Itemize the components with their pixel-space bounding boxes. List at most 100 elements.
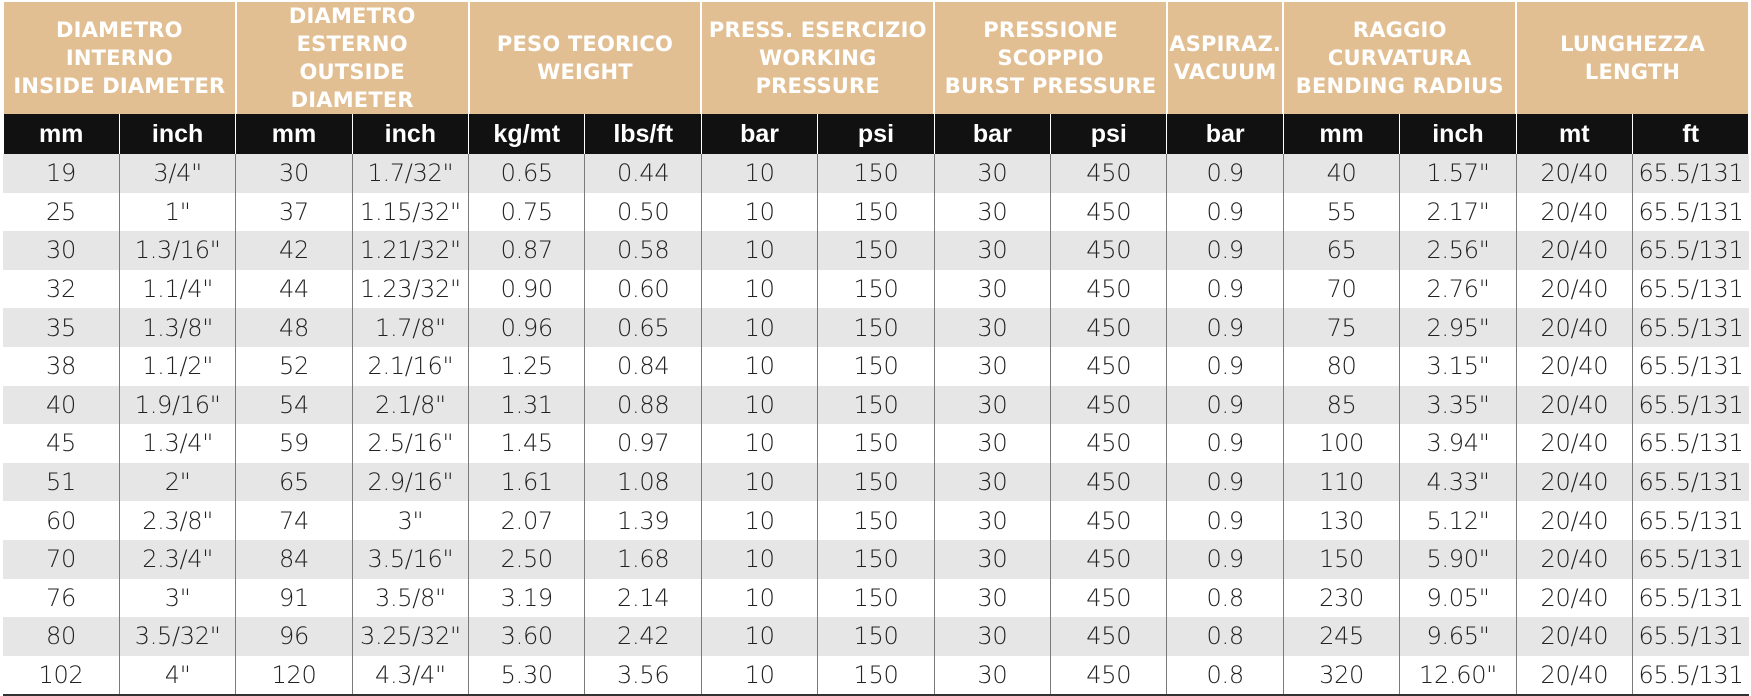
table-cell: 10 bbox=[700, 192, 819, 232]
table-cell: 2.1/8" bbox=[351, 385, 470, 425]
table-cell: 150 bbox=[817, 578, 935, 618]
group-header-line1: PESO TEORICO bbox=[496, 32, 674, 56]
table-row: 51 2" 65 2.9/16" 1.61 1.08 10 150 30 450 0.9 110 4.3… bbox=[3, 462, 1749, 502]
table-cell: 450 bbox=[1050, 424, 1168, 463]
table-cell: 1.7/8" bbox=[351, 308, 470, 347]
table-cell: 30 bbox=[933, 539, 1052, 579]
table-cell: 0.60 bbox=[584, 269, 702, 309]
table-cell: 65.5/131 bbox=[1632, 424, 1749, 463]
table-cell: 3.5/32" bbox=[118, 617, 237, 656]
table-cell: 65.5/131 bbox=[1632, 539, 1749, 579]
table-cell: 30 bbox=[933, 462, 1052, 502]
group-header-weight: PESO TEORICO WEIGHT bbox=[467, 2, 703, 114]
table-cell: 0.65 bbox=[584, 308, 702, 347]
table-cell: 38 bbox=[3, 346, 120, 386]
table-cell: 20/40 bbox=[1515, 192, 1634, 232]
group-header-line1: DIAMETRO INTERNO bbox=[56, 18, 183, 70]
table-cell: 20/40 bbox=[1515, 462, 1634, 502]
unit-header-cell: kg/mt bbox=[468, 114, 586, 154]
table-cell: 40 bbox=[3, 385, 120, 425]
table-cell: 20/40 bbox=[1515, 617, 1634, 656]
group-header-line2: WEIGHT bbox=[537, 60, 633, 84]
unit-header-cell: psi bbox=[1050, 114, 1168, 154]
unit-header-cell: inch bbox=[351, 114, 470, 154]
group-header-line2: VACUUM bbox=[1173, 60, 1277, 84]
unit-header-cell: mm bbox=[1282, 114, 1401, 154]
table-cell: 130 bbox=[1282, 501, 1401, 540]
table-cell: 65.5/131 bbox=[1632, 346, 1749, 386]
group-header-length: LUNGHEZZA LENGTH bbox=[1515, 2, 1750, 114]
table-cell: 84 bbox=[235, 539, 353, 579]
table-cell: 450 bbox=[1050, 231, 1168, 270]
table-cell: 110 bbox=[1282, 462, 1401, 502]
table-cell: 0.97 bbox=[584, 424, 702, 463]
table-cell: 3" bbox=[351, 501, 470, 540]
group-header-line2: BURST PRESSURE bbox=[944, 74, 1157, 98]
table-cell: 1.1/2" bbox=[118, 346, 237, 386]
table-cell: 20/40 bbox=[1515, 269, 1634, 309]
table-cell: 2" bbox=[118, 462, 237, 502]
table-cell: 1.3/16" bbox=[118, 231, 237, 270]
table-cell: 85 bbox=[1282, 385, 1401, 425]
group-header-line1: ASPIRAZ. bbox=[1169, 32, 1282, 56]
table-cell: 59 bbox=[235, 424, 353, 463]
table-cell: 48 bbox=[235, 308, 353, 347]
table-cell: 10 bbox=[700, 346, 819, 386]
table-cell: 3.5/8" bbox=[351, 578, 470, 618]
unit-header-cell: mm bbox=[2, 114, 120, 154]
group-header-outside-diameter: DIAMETRO ESTERNO OUTSIDE DIAMETER bbox=[234, 2, 470, 114]
table-cell: 450 bbox=[1050, 346, 1168, 386]
table-cell: 70 bbox=[1282, 269, 1401, 309]
table-cell: 0.9 bbox=[1166, 539, 1284, 579]
table-cell: 37 bbox=[235, 192, 353, 232]
table-cell: 450 bbox=[1050, 192, 1168, 232]
table-cell: 1.15/32" bbox=[351, 192, 470, 232]
table-row: 76 3" 91 3.5/8" 3.19 2.14 10 150 30 450 0.8 230 9.05… bbox=[3, 578, 1749, 618]
table-cell: 0.50 bbox=[584, 192, 702, 232]
table-cell: 96 bbox=[235, 617, 353, 656]
table-cell: 1.61 bbox=[468, 462, 586, 502]
table-cell: 65.5/131 bbox=[1632, 269, 1749, 309]
table-cell: 2.95" bbox=[1399, 308, 1517, 347]
table-cell: 20/40 bbox=[1515, 539, 1634, 579]
table-cell: 150 bbox=[817, 346, 935, 386]
table-row: 60 2.3/8" 74 3" 2.07 1.39 10 150 30 450 0.9 130 5.12… bbox=[3, 501, 1749, 540]
table-cell: 10 bbox=[700, 231, 819, 270]
table-row: 35 1.3/8" 48 1.7/8" 0.96 0.65 10 150 30 450 0.9 75 2… bbox=[3, 308, 1749, 347]
table-cell: 5.90" bbox=[1399, 539, 1517, 579]
table-cell: 0.9 bbox=[1166, 501, 1284, 540]
table-cell: 20/40 bbox=[1515, 308, 1634, 347]
table-cell: 150 bbox=[817, 539, 935, 579]
table-cell: 0.8 bbox=[1166, 617, 1284, 656]
table-cell: 30 bbox=[933, 617, 1052, 656]
table-cell: 9.65" bbox=[1399, 617, 1517, 656]
table-cell: 450 bbox=[1050, 154, 1168, 193]
table-cell: 52 bbox=[235, 346, 353, 386]
table-cell: 80 bbox=[1282, 346, 1401, 386]
group-header-burst-pressure: PRESSIONE SCOPPIO BURST PRESSURE bbox=[933, 2, 1168, 114]
table-cell: 0.84 bbox=[584, 346, 702, 386]
group-header-bending-radius: RAGGIO CURVATURA BENDING RADIUS bbox=[1282, 2, 1518, 114]
table-cell: 0.9 bbox=[1166, 154, 1284, 193]
table-cell: 0.9 bbox=[1166, 385, 1284, 425]
table-cell: 2.5/16" bbox=[351, 424, 470, 463]
table-cell: 2.1/16" bbox=[351, 346, 470, 386]
group-header-line2: LENGTH bbox=[1584, 60, 1681, 84]
table-cell: 230 bbox=[1282, 578, 1401, 618]
group-header-working-pressure: PRESS. ESERCIZIO WORKING PRESSURE bbox=[700, 2, 936, 114]
table-cell: 19 bbox=[3, 154, 120, 193]
table-cell: 450 bbox=[1050, 617, 1168, 656]
table-cell: 2.42 bbox=[584, 617, 702, 656]
unit-header-cell: inch bbox=[118, 114, 237, 154]
table-cell: 30 bbox=[933, 385, 1052, 425]
unit-header-cell: ft bbox=[1632, 114, 1750, 154]
table-cell: 42 bbox=[235, 231, 353, 270]
table-cell: 1.9/16" bbox=[118, 385, 237, 425]
group-header-line2: INSIDE DIAMETER bbox=[13, 74, 226, 98]
table-cell: 3/4" bbox=[118, 154, 237, 193]
unit-header-row: mm inch mm inch kg/mt lbs/ft bar psi bar psi bar mm… bbox=[2, 114, 1750, 154]
unit-header-cell: lbs/ft bbox=[584, 114, 702, 154]
table-cell: 65.5/131 bbox=[1632, 308, 1749, 347]
table-cell: 1.68 bbox=[584, 539, 702, 579]
table-row: 19 3/4" 30 1.7/32" 0.65 0.44 10 150 30 450 0.9 40 1.… bbox=[3, 154, 1749, 193]
